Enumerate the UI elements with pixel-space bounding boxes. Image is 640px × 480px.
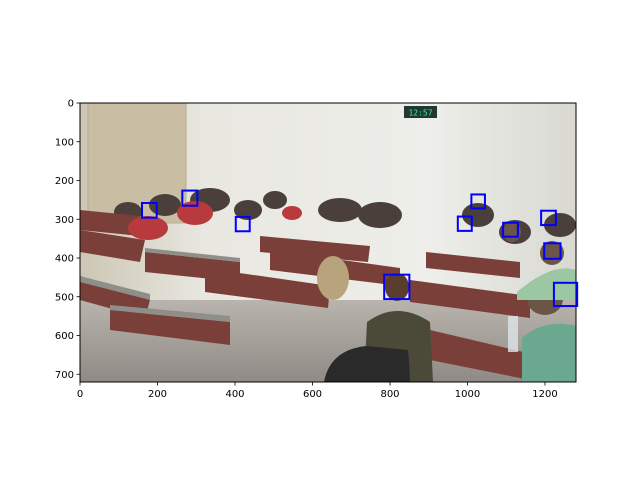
face-box-4 <box>383 273 411 301</box>
x-tick-label: 1000 <box>455 389 480 400</box>
face-box-7 <box>502 221 519 238</box>
face-box-1 <box>141 201 158 219</box>
classroom-photo: 12:57 <box>80 103 576 382</box>
y-tick-label: 600 <box>55 331 74 342</box>
axes-frame <box>79 102 577 383</box>
face-box-2 <box>181 189 199 207</box>
face-box-6 <box>470 193 486 210</box>
face-box-10 <box>552 281 579 308</box>
wall-clock-text: 12:57 <box>408 109 432 118</box>
x-axis: 0 200 400 600 800 1000 1200 <box>77 382 558 400</box>
red-shirts <box>128 201 302 240</box>
face-box-9 <box>543 242 562 260</box>
x-tick-label: 200 <box>148 389 167 400</box>
y-tick-label: 0 <box>68 99 74 110</box>
detection-boxes <box>141 189 579 308</box>
right-students <box>503 222 576 382</box>
y-axis: 0 100 200 300 400 500 600 700 <box>55 99 80 381</box>
desk-tops <box>80 248 240 322</box>
y-tick-label: 300 <box>55 215 74 226</box>
desks <box>80 210 540 382</box>
y-tick-label: 500 <box>55 292 74 303</box>
x-tick-label: 1200 <box>532 389 557 400</box>
x-tick-label: 800 <box>380 389 399 400</box>
x-tick-label: 400 <box>225 389 244 400</box>
backpack <box>317 256 349 300</box>
y-tick-label: 100 <box>55 137 74 148</box>
face-box-5 <box>456 215 473 232</box>
x-tick-label: 600 <box>303 389 322 400</box>
face-box-3 <box>234 215 251 233</box>
front-student <box>324 273 433 382</box>
y-tick-label: 200 <box>55 176 74 187</box>
wall-clock <box>404 106 437 118</box>
face-box-8 <box>540 209 557 227</box>
y-tick-label: 400 <box>55 254 74 265</box>
x-tick-label: 0 <box>77 389 83 400</box>
y-tick-label: 700 <box>55 370 74 381</box>
